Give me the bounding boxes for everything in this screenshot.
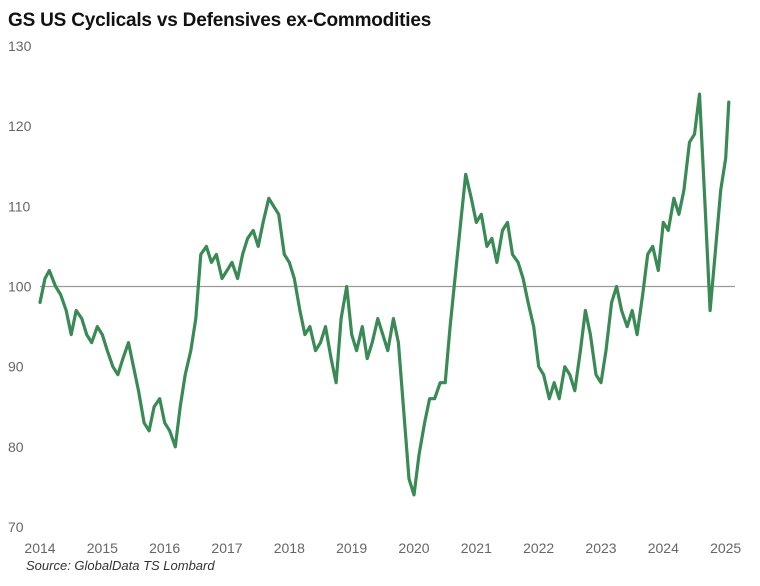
x-tick-label: 2018 [274, 540, 305, 556]
chart-title: GS US Cyclicals vs Defensives ex-Commodi… [8, 10, 432, 31]
x-tick-label: 2016 [149, 540, 180, 556]
source-note: Source: GlobalData TS Lombard [26, 558, 215, 573]
y-tick-label: 70 [8, 519, 24, 535]
x-tick-label: 2021 [461, 540, 492, 556]
x-tick-label: 2015 [87, 540, 118, 556]
y-tick-label: 110 [8, 198, 31, 214]
y-tick-label: 120 [8, 118, 32, 134]
x-tick-label: 2023 [585, 540, 616, 556]
series-line [38, 92, 731, 497]
series-group [38, 92, 731, 497]
x-axis-ticks: 2014 2015 2016 2017 2018 2019 2020 2021 2022 2023… [24, 540, 741, 556]
y-tick-label: 100 [8, 279, 32, 295]
x-tick-label: 2019 [336, 540, 367, 556]
y-axis-ticks: 70 80 90 100 110 120 130 [8, 38, 32, 535]
x-tick-label: 2014 [24, 540, 55, 556]
x-tick-label: 2024 [648, 540, 679, 556]
x-tick-label: 2020 [398, 540, 429, 556]
x-tick-label: 2017 [211, 540, 242, 556]
x-tick-label: 2022 [523, 540, 554, 556]
y-tick-label: 90 [8, 359, 24, 375]
x-tick-label: 2025 [710, 540, 741, 556]
y-tick-label: 80 [8, 439, 24, 455]
y-tick-label: 130 [8, 38, 32, 54]
